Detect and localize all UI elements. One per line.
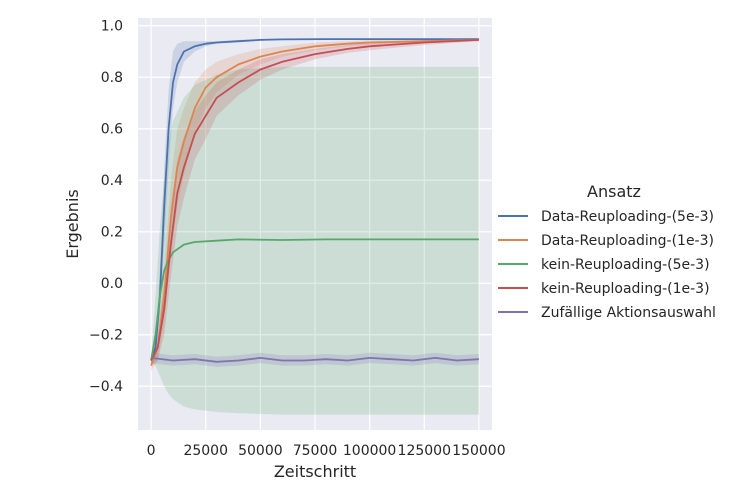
x-tick-label: 100000 [343, 443, 396, 459]
y-tick-label: 0.6 [101, 122, 123, 138]
legend-title: Ansatz [587, 182, 641, 201]
x-tick-labels: 0 25000 50000 75000 100000 125000 150000 [147, 443, 506, 459]
x-tick-label: 50000 [238, 443, 283, 459]
x-tick-label: 125000 [398, 443, 451, 459]
y-tick-label: 0.0 [101, 276, 123, 292]
y-tick-label: 0.2 [101, 225, 123, 241]
legend-entry-label: kein-Reuploading-(5e-3) [541, 257, 710, 273]
legend-entry-label: kein-Reuploading-(1e-3) [541, 281, 710, 297]
confidence-bands [151, 38, 479, 415]
grid [138, 18, 492, 430]
legend-entry-label: Data-Reuploading-(5e-3) [541, 209, 714, 225]
line-series-2 [150, 39, 479, 366]
x-tick-label: 150000 [452, 443, 505, 459]
line-series-4 [150, 39, 479, 361]
line-series-1 [150, 38, 479, 361]
y-tick-label: 0.4 [101, 173, 123, 189]
legend-entry-label: Zufällige Aktionsauswahl [541, 305, 716, 321]
x-tick-label: 0 [147, 443, 156, 459]
y-tick-label: 0.8 [101, 70, 123, 86]
band-series-3 [151, 66, 479, 415]
line-series-5 [150, 356, 479, 363]
y-tick-labels: −0.4 −0.2 0.0 0.2 0.4 0.6 0.8 1.0 [89, 19, 123, 396]
x-tick-label: 25000 [183, 443, 228, 459]
series-lines [150, 38, 479, 366]
y-tick-label: 1.0 [101, 19, 123, 35]
x-axis-label: Zeitschritt [274, 462, 356, 481]
legend-entry-label: Data-Reuploading-(1e-3) [541, 233, 714, 249]
legend: Ansatz Data-Reuploading-(5e-3) Data-Reupl… [498, 182, 716, 321]
y-tick-label: −0.2 [89, 328, 123, 344]
x-tick-label: 75000 [293, 443, 338, 459]
line-series-3 [150, 238, 479, 361]
y-axis-label: Ergebnis [63, 189, 82, 258]
y-tick-label: −0.4 [89, 379, 123, 395]
